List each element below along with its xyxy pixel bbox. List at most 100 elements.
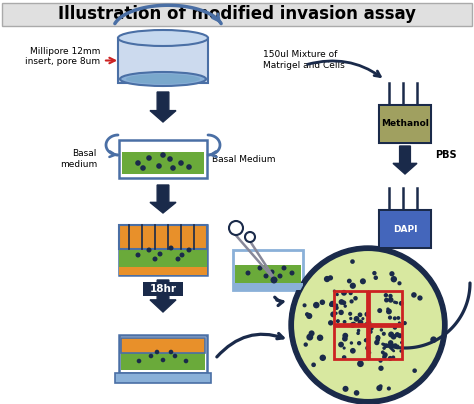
Circle shape bbox=[365, 322, 370, 327]
Circle shape bbox=[353, 296, 358, 301]
Circle shape bbox=[309, 330, 315, 337]
Circle shape bbox=[365, 311, 370, 317]
Bar bbox=[121, 338, 205, 353]
Circle shape bbox=[303, 342, 308, 347]
Circle shape bbox=[153, 257, 157, 261]
Circle shape bbox=[395, 301, 398, 304]
Circle shape bbox=[348, 312, 352, 316]
Bar bbox=[119, 267, 207, 275]
Polygon shape bbox=[150, 280, 176, 312]
Circle shape bbox=[319, 299, 325, 305]
Circle shape bbox=[356, 331, 360, 335]
Circle shape bbox=[395, 344, 400, 349]
Circle shape bbox=[342, 336, 348, 342]
Circle shape bbox=[379, 384, 383, 388]
Circle shape bbox=[383, 293, 388, 297]
Circle shape bbox=[338, 299, 344, 305]
Circle shape bbox=[376, 335, 379, 338]
Circle shape bbox=[388, 297, 393, 303]
Circle shape bbox=[378, 366, 383, 371]
Circle shape bbox=[402, 321, 407, 325]
Circle shape bbox=[313, 302, 319, 308]
Circle shape bbox=[372, 271, 377, 275]
Circle shape bbox=[178, 160, 184, 166]
Circle shape bbox=[393, 325, 397, 330]
Text: 150ul Mixture of
Matrigel and Cells: 150ul Mixture of Matrigel and Cells bbox=[263, 50, 345, 70]
Circle shape bbox=[343, 320, 346, 324]
Circle shape bbox=[384, 298, 389, 303]
Circle shape bbox=[344, 304, 347, 308]
Circle shape bbox=[336, 319, 340, 323]
Circle shape bbox=[367, 349, 370, 353]
Circle shape bbox=[397, 333, 402, 338]
Circle shape bbox=[349, 317, 352, 320]
Circle shape bbox=[246, 271, 250, 276]
Circle shape bbox=[365, 345, 370, 351]
Bar bbox=[121, 353, 205, 370]
Circle shape bbox=[342, 355, 346, 360]
Circle shape bbox=[388, 356, 393, 361]
Circle shape bbox=[374, 276, 378, 280]
Circle shape bbox=[391, 276, 397, 282]
Text: Methanol: Methanol bbox=[381, 120, 429, 128]
Circle shape bbox=[317, 335, 323, 341]
Circle shape bbox=[374, 340, 380, 345]
Ellipse shape bbox=[120, 72, 206, 86]
Circle shape bbox=[375, 338, 380, 342]
Circle shape bbox=[376, 385, 383, 391]
Circle shape bbox=[351, 322, 356, 326]
Bar bbox=[119, 140, 207, 178]
Bar bbox=[235, 265, 301, 283]
Circle shape bbox=[343, 347, 346, 349]
Circle shape bbox=[357, 312, 363, 317]
Circle shape bbox=[350, 348, 356, 354]
Circle shape bbox=[393, 301, 396, 304]
Text: 18hr: 18hr bbox=[149, 284, 176, 294]
Polygon shape bbox=[150, 185, 176, 213]
Circle shape bbox=[349, 299, 354, 303]
Circle shape bbox=[173, 354, 177, 358]
Circle shape bbox=[311, 362, 316, 367]
Circle shape bbox=[361, 317, 365, 320]
Circle shape bbox=[364, 339, 367, 342]
Circle shape bbox=[169, 350, 173, 354]
Circle shape bbox=[388, 294, 392, 298]
Bar bbox=[369, 326, 402, 359]
Circle shape bbox=[338, 310, 344, 315]
Circle shape bbox=[319, 355, 326, 361]
Circle shape bbox=[336, 293, 339, 296]
Circle shape bbox=[383, 346, 386, 350]
Circle shape bbox=[180, 252, 184, 257]
Circle shape bbox=[430, 337, 437, 343]
Circle shape bbox=[386, 309, 392, 314]
Circle shape bbox=[328, 275, 333, 280]
Circle shape bbox=[140, 165, 146, 171]
Circle shape bbox=[400, 341, 403, 344]
Circle shape bbox=[354, 390, 359, 396]
Circle shape bbox=[338, 342, 344, 347]
Bar bbox=[369, 291, 402, 324]
Text: DAPI: DAPI bbox=[393, 225, 417, 234]
Circle shape bbox=[324, 276, 330, 282]
Circle shape bbox=[388, 340, 393, 345]
Bar bbox=[122, 152, 204, 174]
Circle shape bbox=[329, 301, 336, 307]
Bar bbox=[379, 210, 431, 248]
Circle shape bbox=[384, 343, 389, 348]
Circle shape bbox=[393, 316, 397, 320]
Circle shape bbox=[334, 305, 339, 310]
Circle shape bbox=[382, 332, 386, 336]
Circle shape bbox=[383, 352, 388, 358]
Circle shape bbox=[342, 301, 346, 305]
Circle shape bbox=[170, 165, 176, 171]
Circle shape bbox=[282, 265, 286, 271]
Circle shape bbox=[341, 290, 347, 296]
Circle shape bbox=[347, 279, 352, 284]
Bar bbox=[2, 3, 472, 26]
Circle shape bbox=[378, 359, 383, 363]
Bar bbox=[334, 326, 367, 359]
Circle shape bbox=[264, 274, 268, 278]
Circle shape bbox=[277, 274, 283, 278]
Circle shape bbox=[398, 321, 401, 324]
Circle shape bbox=[146, 155, 152, 161]
